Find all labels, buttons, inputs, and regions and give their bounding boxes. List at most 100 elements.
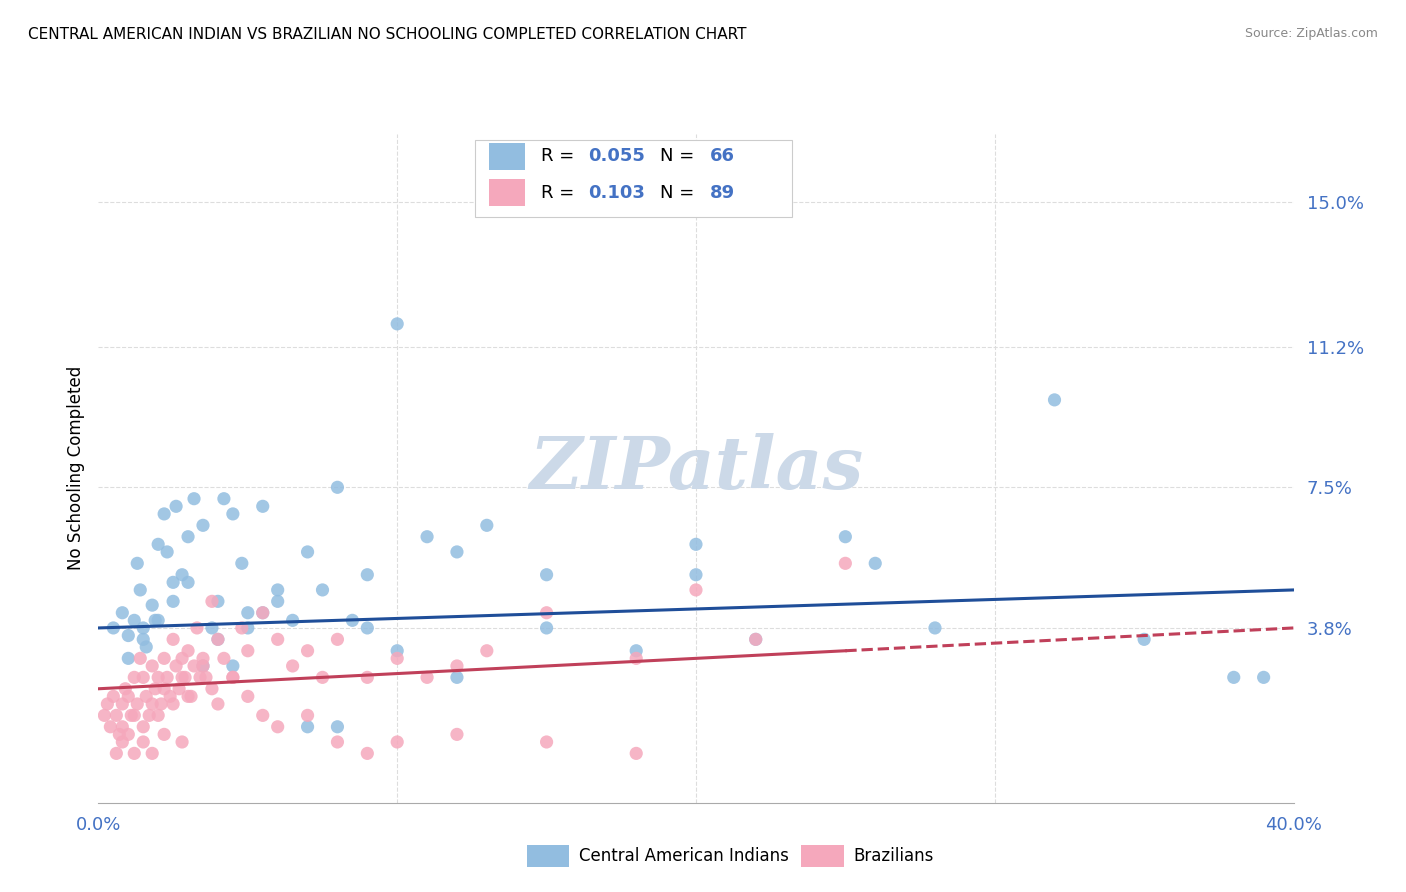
Point (1043, 392, 1066, 407)
Point (536, 606, 558, 620)
Point (212, 651, 235, 665)
Point (135, 690, 157, 704)
Point (356, 670, 378, 684)
Point (124, 747, 146, 761)
Point (201, 681, 224, 696)
Text: 66: 66 (710, 147, 735, 165)
Point (111, 735, 134, 749)
Point (356, 621, 378, 635)
Point (385, 651, 409, 665)
Point (127, 557, 149, 571)
Point (745, 632, 768, 647)
Point (356, 747, 378, 761)
Point (124, 708, 146, 723)
Point (326, 632, 349, 647)
Point (148, 537, 170, 551)
Point (267, 594, 290, 608)
Point (108, 727, 131, 741)
Point (188, 670, 211, 684)
Point (834, 530, 856, 544)
Point (148, 670, 170, 684)
Point (132, 632, 155, 647)
Point (172, 735, 194, 749)
Point (105, 747, 128, 761)
Point (212, 491, 235, 506)
Point (103, 690, 125, 704)
Point (132, 621, 155, 635)
Point (624, 644, 647, 658)
Point (297, 644, 319, 658)
Point (129, 651, 152, 665)
Text: Brazilians: Brazilians (853, 847, 934, 865)
FancyBboxPatch shape (475, 141, 792, 218)
Point (475, 644, 498, 658)
Point (416, 530, 439, 544)
Point (267, 632, 290, 647)
Point (297, 708, 319, 723)
Point (236, 606, 259, 620)
Point (93, 708, 115, 723)
Point (132, 720, 155, 734)
Point (342, 613, 364, 627)
Point (111, 697, 134, 711)
FancyBboxPatch shape (489, 179, 524, 206)
Point (446, 659, 468, 673)
Text: CENTRAL AMERICAN INDIAN VS BRAZILIAN NO SCHOOLING COMPLETED CORRELATION CHART: CENTRAL AMERICAN INDIAN VS BRAZILIAN NO … (28, 27, 747, 42)
Point (153, 651, 176, 665)
Point (98, 720, 122, 734)
Point (252, 500, 274, 514)
Point (385, 735, 409, 749)
Point (624, 747, 647, 761)
Text: N =: N = (661, 147, 700, 165)
Point (156, 670, 179, 684)
Point (267, 582, 290, 597)
Point (326, 720, 349, 734)
Point (127, 697, 149, 711)
Point (252, 708, 274, 723)
Point (117, 727, 139, 741)
Point (143, 681, 166, 696)
Point (138, 708, 160, 723)
Point (96, 697, 118, 711)
Point (167, 681, 190, 696)
Text: Central American Indians: Central American Indians (579, 847, 789, 865)
Y-axis label: No Schooling Completed: No Schooling Completed (66, 367, 84, 570)
Point (135, 640, 157, 654)
Point (207, 697, 229, 711)
Point (311, 582, 333, 597)
Point (194, 670, 218, 684)
Point (174, 670, 197, 684)
Point (141, 697, 163, 711)
Point (156, 545, 179, 559)
Point (141, 659, 163, 673)
Point (177, 530, 200, 544)
Point (416, 670, 439, 684)
Point (172, 651, 194, 665)
Point (117, 628, 139, 642)
Point (162, 575, 184, 590)
Point (180, 690, 202, 704)
Point (153, 507, 176, 521)
Point (236, 644, 259, 658)
Point (385, 317, 409, 331)
Point (183, 491, 205, 506)
Point (177, 575, 200, 590)
Point (186, 621, 208, 635)
Point (865, 557, 887, 571)
Point (172, 567, 194, 582)
Point (120, 708, 142, 723)
FancyBboxPatch shape (489, 143, 524, 169)
Point (1253, 670, 1275, 684)
Point (114, 681, 136, 696)
Point (191, 651, 214, 665)
Point (624, 651, 647, 665)
Point (111, 720, 134, 734)
Point (446, 545, 468, 559)
Point (356, 567, 378, 582)
Text: ZIPatlas: ZIPatlas (529, 433, 863, 504)
Point (207, 594, 229, 608)
Point (536, 735, 558, 749)
Point (150, 697, 173, 711)
Point (165, 500, 187, 514)
Point (201, 594, 224, 608)
